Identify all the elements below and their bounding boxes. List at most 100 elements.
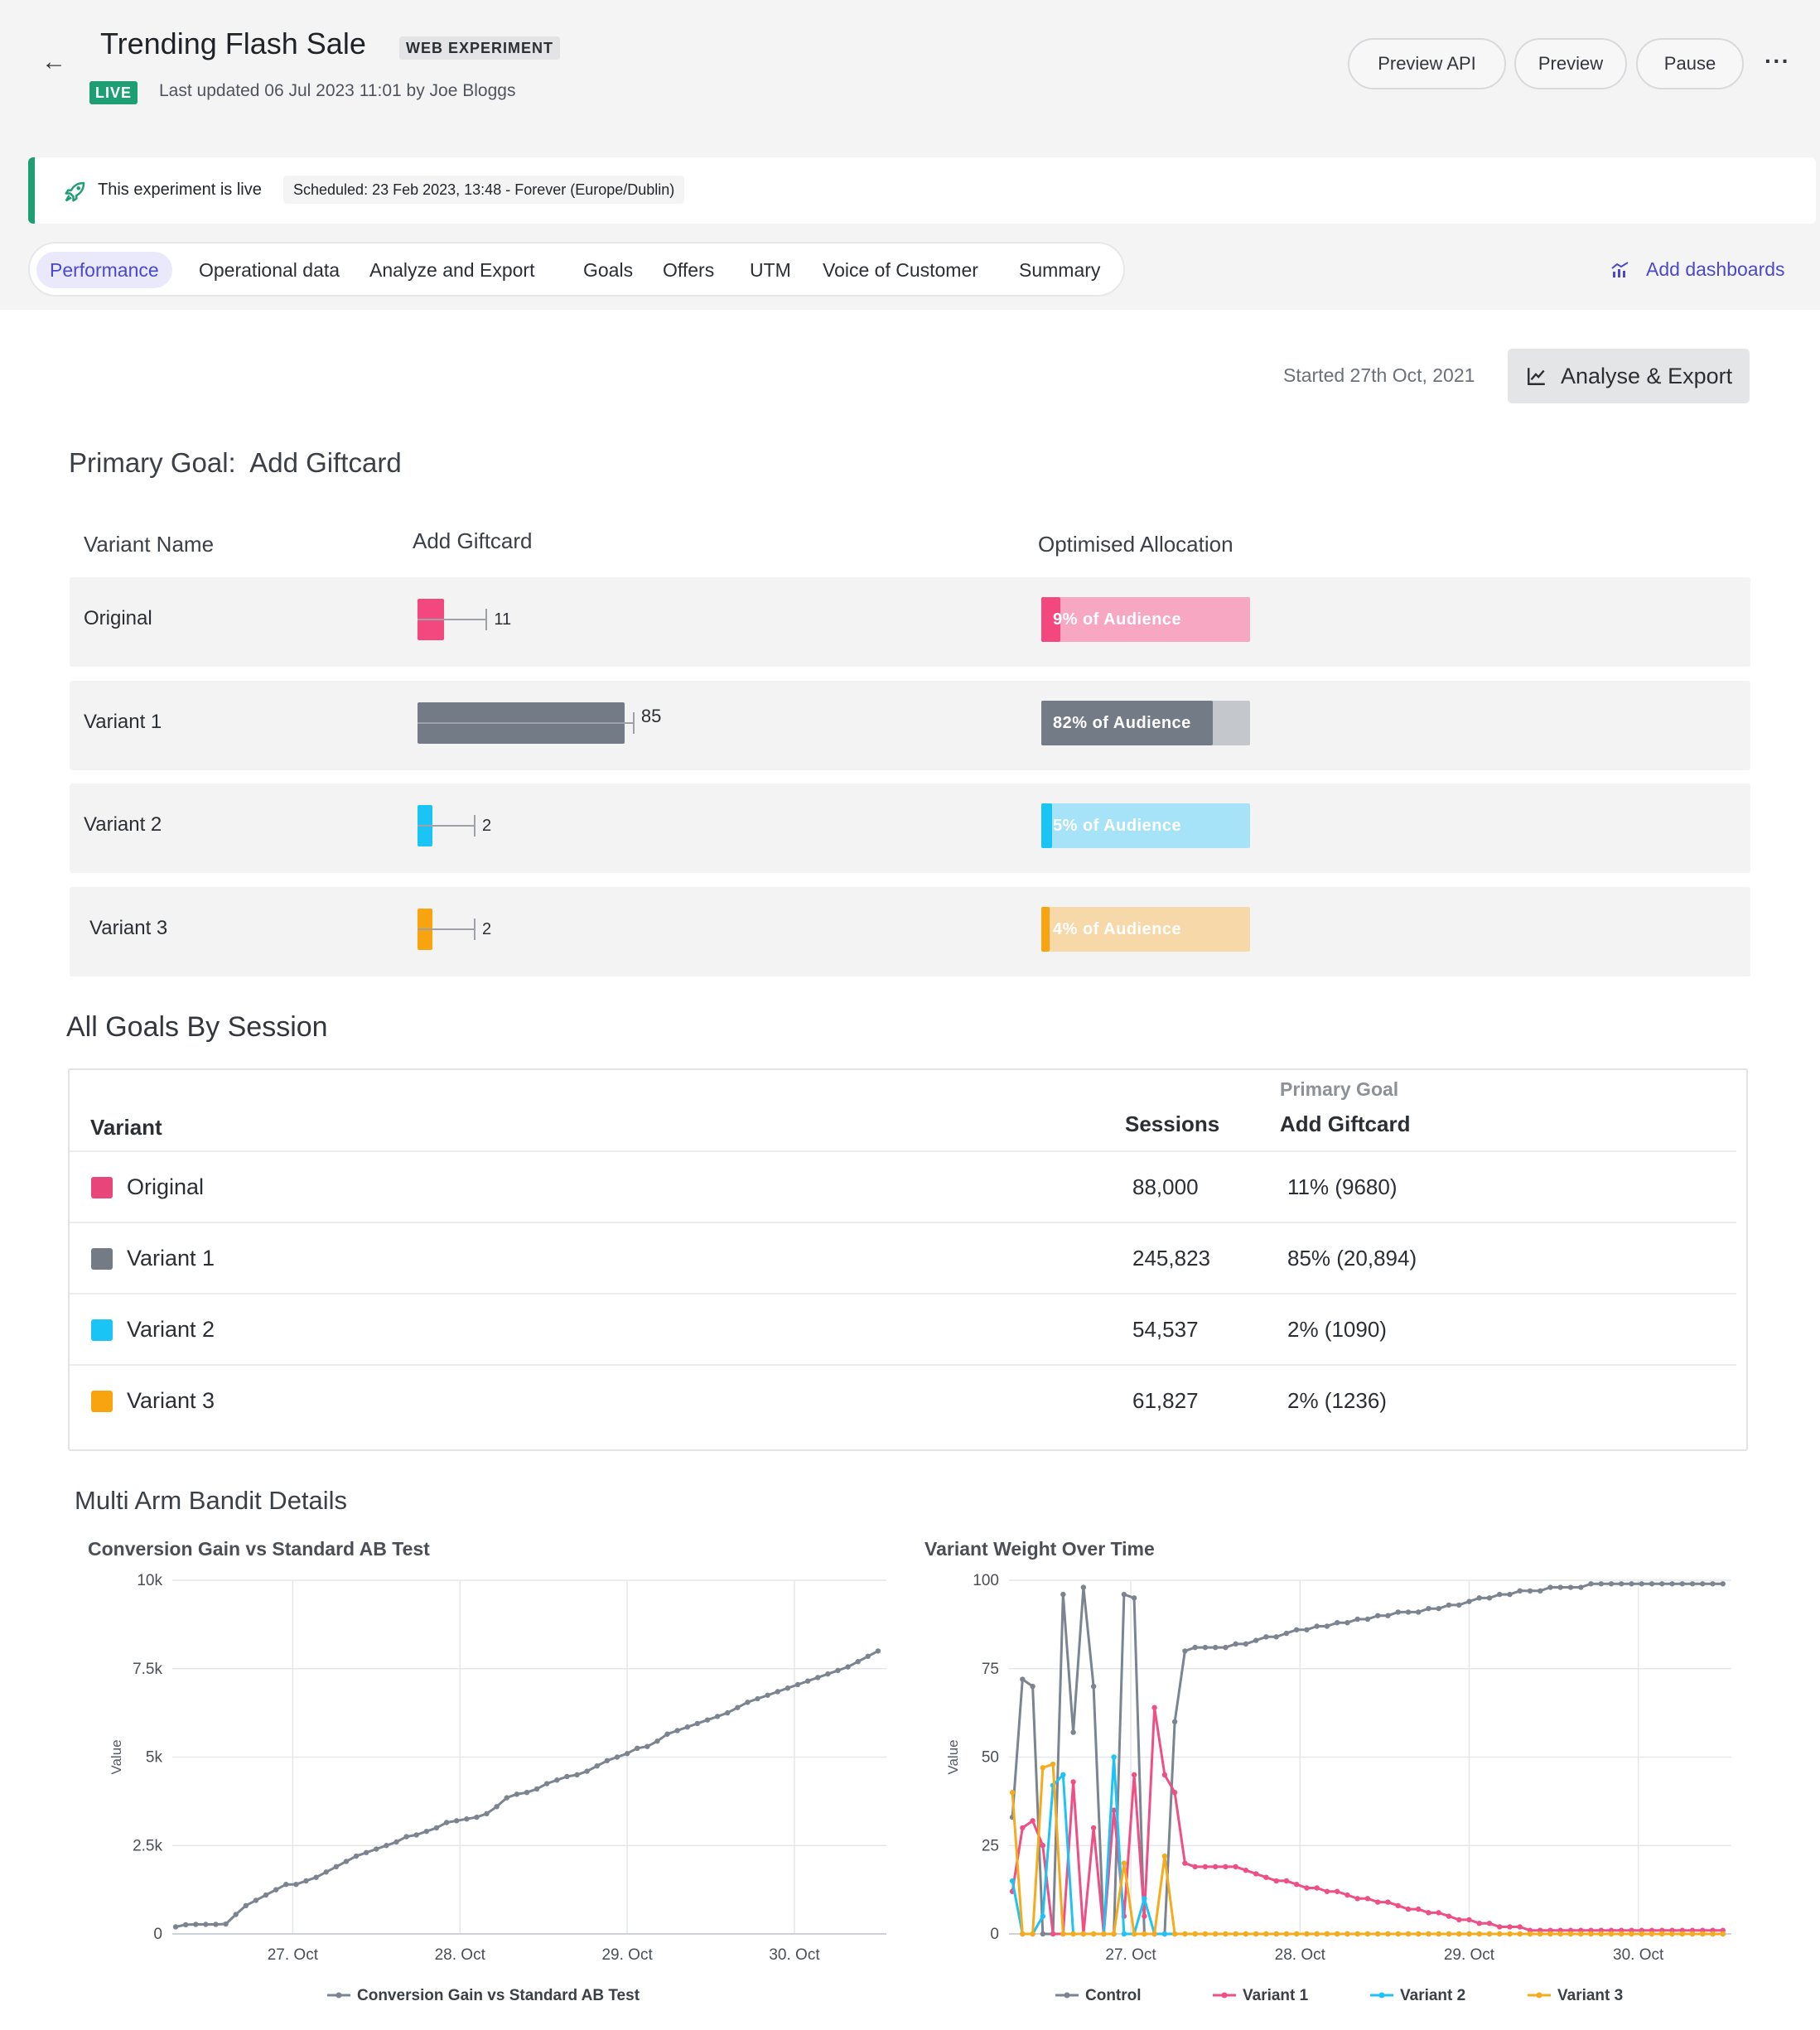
table-row-variant: Original — [127, 1174, 205, 1199]
error-bar — [418, 825, 474, 827]
tab-utm[interactable]: UTM — [750, 259, 791, 281]
data-point — [1456, 1917, 1462, 1923]
data-point — [1669, 1931, 1675, 1937]
data-point — [1659, 1931, 1665, 1937]
variant-name: Variant 1 — [84, 711, 162, 733]
data-point — [835, 1667, 841, 1674]
data-point — [1700, 1931, 1706, 1937]
error-bar — [418, 619, 486, 620]
data-point — [484, 1811, 490, 1817]
variant-color-swatch — [91, 1391, 113, 1412]
data-point — [1364, 1896, 1371, 1902]
data-point — [1111, 1931, 1117, 1937]
tab-performance[interactable]: Performance — [36, 252, 172, 288]
data-point — [1060, 1591, 1066, 1598]
variant-name: Variant 2 — [84, 813, 162, 836]
data-point — [1202, 1864, 1209, 1870]
audience-allocation-fill — [1041, 701, 1213, 745]
add-dashboards-link[interactable]: Add dashboards — [1646, 258, 1785, 280]
data-point — [1476, 1931, 1482, 1937]
tab-goals[interactable]: Goals — [583, 259, 634, 281]
data-point — [1212, 1644, 1219, 1651]
col-optimised-allocation: Optimised Allocation — [1038, 532, 1233, 557]
primary-goal-label: Primary Goal: — [69, 447, 236, 478]
data-point — [1142, 1896, 1147, 1902]
table-row-divider — [70, 1150, 1736, 1152]
data-point — [775, 1689, 780, 1695]
back-arrow-icon[interactable]: ← — [41, 48, 66, 75]
tab-operational-data[interactable]: Operational data — [199, 259, 340, 281]
variant-color-swatch — [91, 1177, 113, 1198]
data-point — [1486, 1595, 1493, 1601]
table-row-divider — [70, 1293, 1736, 1295]
tab-offers[interactable]: Offers — [663, 259, 715, 281]
data-point — [1476, 1595, 1482, 1601]
data-point — [1405, 1931, 1412, 1937]
data-point — [1567, 1931, 1574, 1937]
data-point — [243, 1902, 249, 1909]
data-point — [1314, 1931, 1320, 1937]
data-point — [1030, 1931, 1036, 1937]
data-point — [1304, 1627, 1310, 1632]
data-point — [1497, 1931, 1503, 1937]
data-point — [193, 1922, 199, 1927]
error-bar — [418, 722, 633, 724]
data-point — [1121, 1931, 1127, 1937]
data-point — [1151, 1705, 1157, 1710]
add-giftcard-value: 85 — [640, 706, 662, 726]
data-point — [1649, 1931, 1655, 1937]
data-point — [1456, 1931, 1462, 1937]
data-point — [1070, 1931, 1076, 1937]
data-point — [1405, 1609, 1412, 1615]
tab-voice-of-customer[interactable]: Voice of Customer — [823, 259, 978, 281]
dashboard-chart-icon — [1611, 262, 1629, 277]
data-point — [1131, 1595, 1137, 1601]
data-point — [1517, 1588, 1523, 1594]
data-point — [1182, 1648, 1188, 1654]
data-point — [1263, 1931, 1269, 1937]
data-point — [1497, 1591, 1503, 1598]
data-point — [1557, 1931, 1563, 1937]
data-point — [313, 1874, 319, 1880]
preview-button[interactable]: Preview — [1514, 38, 1627, 89]
data-point — [1507, 1924, 1513, 1930]
data-point — [1608, 1931, 1615, 1937]
col-variant-name: Variant Name — [84, 532, 215, 557]
analyse-export-button[interactable]: Analyse & Export — [1508, 349, 1750, 403]
data-point — [1354, 1896, 1360, 1902]
y-axis-label: Value — [109, 1739, 124, 1774]
data-point — [1283, 1878, 1290, 1884]
data-point — [253, 1897, 259, 1903]
data-point — [393, 1839, 399, 1845]
data-point — [303, 1878, 309, 1884]
data-point — [1090, 1825, 1097, 1831]
pause-button[interactable]: Pause — [1636, 38, 1744, 89]
data-point — [1233, 1864, 1238, 1870]
goals-table: Variant Sessions Primary Goal Add Giftca… — [68, 1068, 1748, 1451]
conversion-gain-chart: 0 2.5k 5k 7.5k 10k 27. Oct 28. Oct 29. Oct 30. O… — [109, 1572, 886, 2004]
data-point — [865, 1653, 871, 1660]
data-point — [1710, 1581, 1716, 1587]
data-point — [1598, 1931, 1604, 1937]
data-point — [1588, 1931, 1594, 1937]
data-point — [1151, 1931, 1157, 1937]
legend-label: Variant 3 — [1557, 1987, 1623, 2004]
more-options-icon[interactable]: ··· — [1764, 48, 1790, 74]
data-point — [343, 1859, 350, 1864]
tab-summary[interactable]: Summary — [1019, 259, 1101, 281]
error-bar-cap — [632, 712, 635, 734]
y-tick-label: 0 — [990, 1926, 999, 1943]
audience-allocation-fill — [1041, 803, 1052, 848]
data-point — [1344, 1892, 1350, 1898]
add-giftcard-value: 2 — [482, 920, 492, 938]
schedule-pill: Scheduled: 23 Feb 2023, 13:48 - Forever … — [283, 176, 685, 204]
table-row-sessions: 54,537 — [1132, 1317, 1199, 1342]
preview-api-button[interactable]: Preview API — [1348, 38, 1506, 89]
data-point — [875, 1648, 881, 1654]
data-point — [635, 1745, 640, 1752]
data-point — [1243, 1641, 1249, 1647]
tab-analyze-and-export[interactable]: Analyze and Export — [369, 259, 535, 281]
variant-weight-chart: 0 25 50 75 100 27. Oct 28. Oct 29. Oct 30. Oct Va… — [945, 1572, 1731, 2004]
data-point — [1679, 1931, 1685, 1937]
data-point — [1283, 1630, 1290, 1637]
